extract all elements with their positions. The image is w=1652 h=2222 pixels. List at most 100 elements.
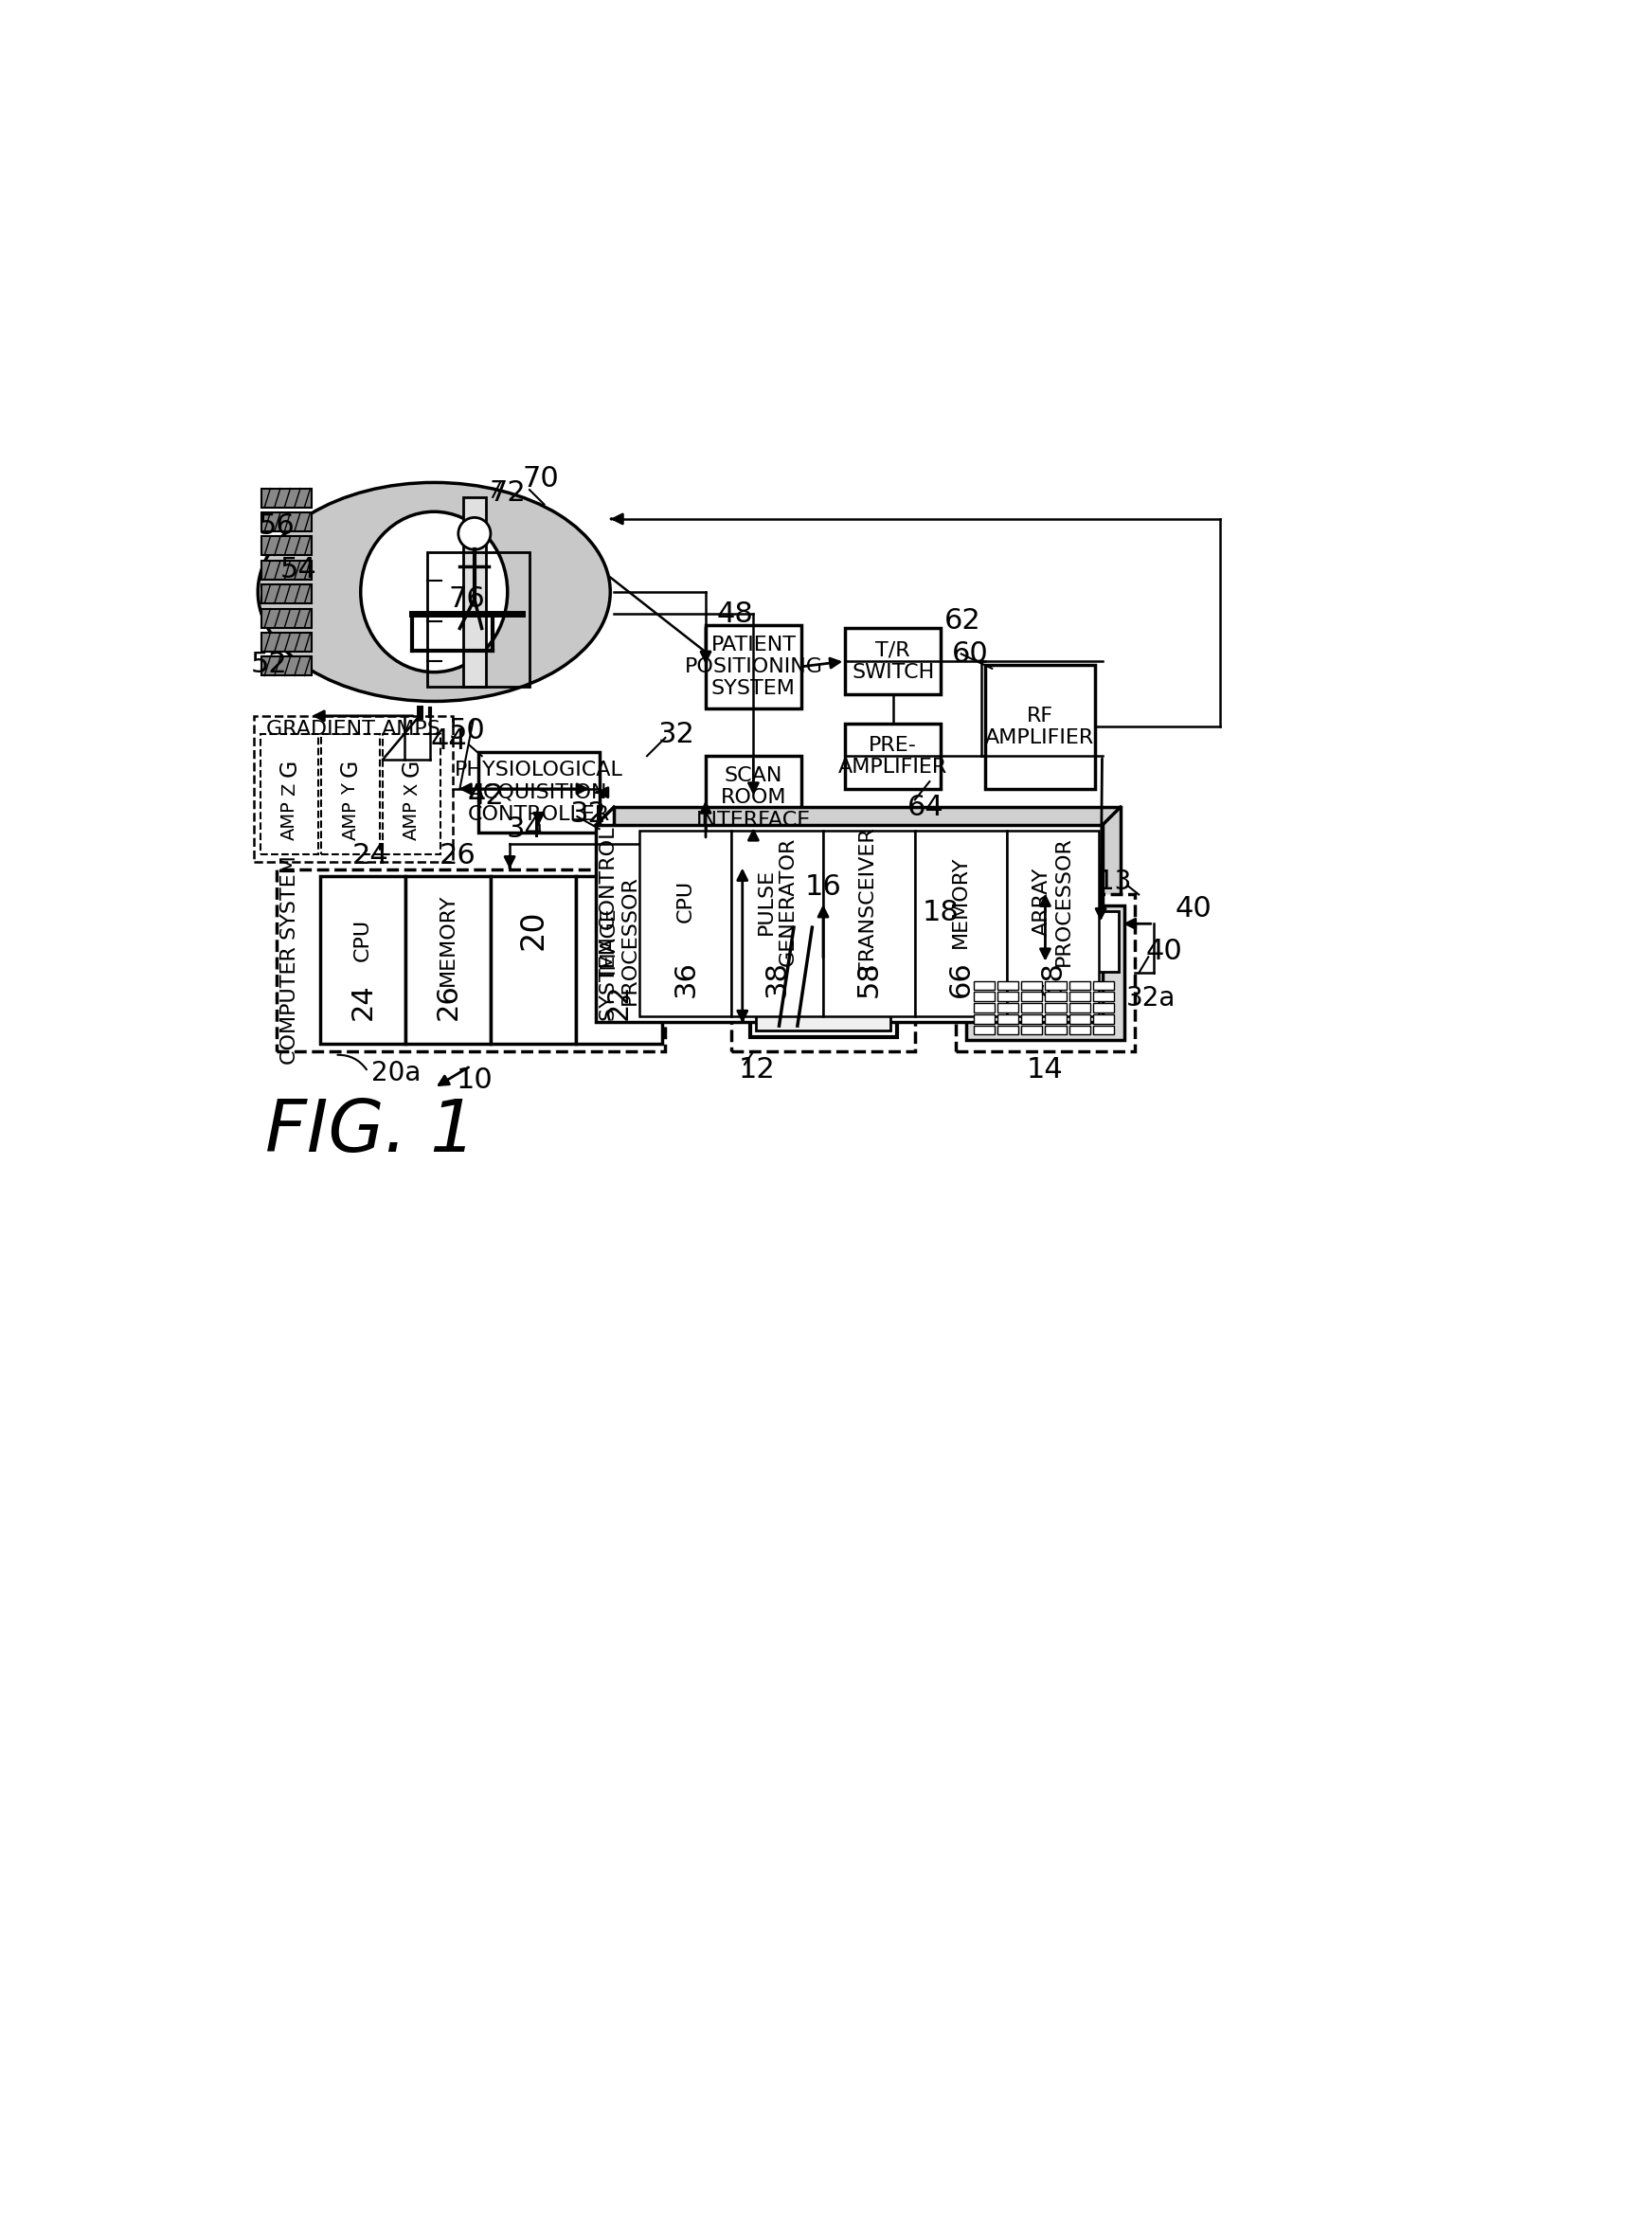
Bar [973, 991, 995, 1000]
Bar [998, 1002, 1018, 1013]
Bar [491, 875, 577, 1044]
Bar [1006, 831, 1099, 1015]
Text: GRADIENT AMPS: GRADIENT AMPS [266, 720, 441, 738]
Text: 64: 64 [907, 793, 945, 820]
Bar [1046, 991, 1066, 1000]
Bar [998, 1015, 1018, 1024]
Bar [998, 991, 1018, 1000]
Bar [1094, 991, 1113, 1000]
Bar [705, 755, 801, 840]
Text: PULSE
GENERATOR: PULSE GENERATOR [757, 838, 798, 967]
Bar [1021, 991, 1042, 1000]
Bar [1069, 991, 1090, 1000]
Text: 76: 76 [449, 584, 486, 613]
Ellipse shape [258, 482, 610, 702]
Text: 20: 20 [519, 909, 548, 951]
Bar [596, 824, 1102, 1022]
Bar [261, 584, 312, 604]
Text: 46: 46 [676, 833, 714, 860]
Bar [426, 551, 530, 687]
Text: 60: 60 [952, 640, 988, 667]
Bar [477, 753, 600, 833]
Bar [973, 1027, 995, 1035]
Bar [577, 875, 662, 1044]
Text: Z: Z [281, 782, 299, 795]
Text: PRE-
AMPLIFIER: PRE- AMPLIFIER [838, 735, 948, 775]
Bar [261, 560, 312, 580]
Bar [1046, 1027, 1066, 1035]
Bar [966, 907, 1123, 1040]
Text: 66: 66 [947, 960, 975, 998]
Text: 38: 38 [763, 960, 791, 998]
Bar [1069, 1002, 1090, 1013]
Text: 32a: 32a [1127, 984, 1176, 1011]
Text: 12: 12 [738, 1055, 775, 1084]
Text: 13: 13 [1099, 869, 1132, 895]
Text: 34: 34 [506, 815, 544, 842]
Bar [823, 831, 915, 1015]
Text: 26: 26 [434, 984, 463, 1020]
Bar [1021, 1015, 1042, 1024]
Circle shape [458, 518, 491, 549]
Text: AMP: AMP [403, 800, 421, 840]
Bar [1021, 1002, 1042, 1013]
Bar [973, 1002, 995, 1013]
Text: 24: 24 [352, 842, 388, 869]
Text: 40: 40 [1146, 938, 1183, 964]
Bar [1069, 980, 1090, 989]
Bar [846, 722, 940, 789]
Bar [261, 658, 312, 675]
Bar [1094, 980, 1113, 989]
Text: 56: 56 [258, 513, 294, 540]
Text: 32: 32 [570, 800, 606, 829]
Text: FIG. 1: FIG. 1 [266, 1095, 476, 1167]
Bar [755, 922, 890, 1031]
Text: 14: 14 [1028, 1055, 1064, 1084]
Bar [973, 1015, 995, 1024]
Text: 44: 44 [431, 727, 468, 755]
Text: 70: 70 [522, 464, 558, 493]
Bar [955, 895, 1135, 1051]
Bar [998, 1027, 1018, 1035]
Text: 40: 40 [1176, 895, 1213, 922]
Bar [1094, 1002, 1113, 1013]
Bar [846, 629, 940, 693]
Text: RF
AMPLIFIER: RF AMPLIFIER [985, 707, 1094, 747]
Text: TRANSCEIVER: TRANSCEIVER [859, 829, 879, 975]
Bar [705, 624, 801, 709]
Bar [639, 831, 732, 1015]
Text: 42: 42 [468, 782, 504, 809]
Text: COMPUTER SYSTEM: COMPUTER SYSTEM [279, 855, 299, 1064]
Bar [915, 831, 1006, 1015]
Bar [985, 664, 1095, 789]
Text: CPU: CPU [676, 880, 695, 922]
Bar [254, 715, 453, 862]
Text: 10: 10 [456, 1067, 492, 1093]
Text: G: G [400, 760, 423, 775]
Text: CPU: CPU [354, 918, 372, 962]
Bar [1069, 1027, 1090, 1035]
Bar [1094, 1015, 1113, 1024]
Text: 62: 62 [945, 607, 981, 635]
Bar [1046, 1002, 1066, 1013]
Bar [750, 915, 897, 1038]
Text: AMP: AMP [281, 800, 299, 840]
Text: MEMORY: MEMORY [439, 893, 458, 987]
Text: X: X [403, 782, 421, 795]
Text: 72: 72 [489, 480, 525, 507]
Text: IMAGE
PROCESSOR: IMAGE PROCESSOR [598, 875, 639, 1004]
Text: 54: 54 [279, 556, 317, 584]
Bar [383, 733, 441, 855]
Bar [261, 489, 312, 507]
Bar [464, 498, 486, 687]
Bar [971, 911, 1118, 971]
Text: 48: 48 [717, 600, 753, 627]
Bar [276, 869, 666, 1051]
Bar [1046, 980, 1066, 989]
Bar [261, 513, 312, 531]
Text: ARRAY
PROCESSOR: ARRAY PROCESSOR [1032, 838, 1074, 967]
Bar [406, 875, 491, 1044]
Text: 50: 50 [449, 718, 486, 744]
Bar [615, 807, 1120, 1004]
Text: G: G [278, 760, 301, 775]
